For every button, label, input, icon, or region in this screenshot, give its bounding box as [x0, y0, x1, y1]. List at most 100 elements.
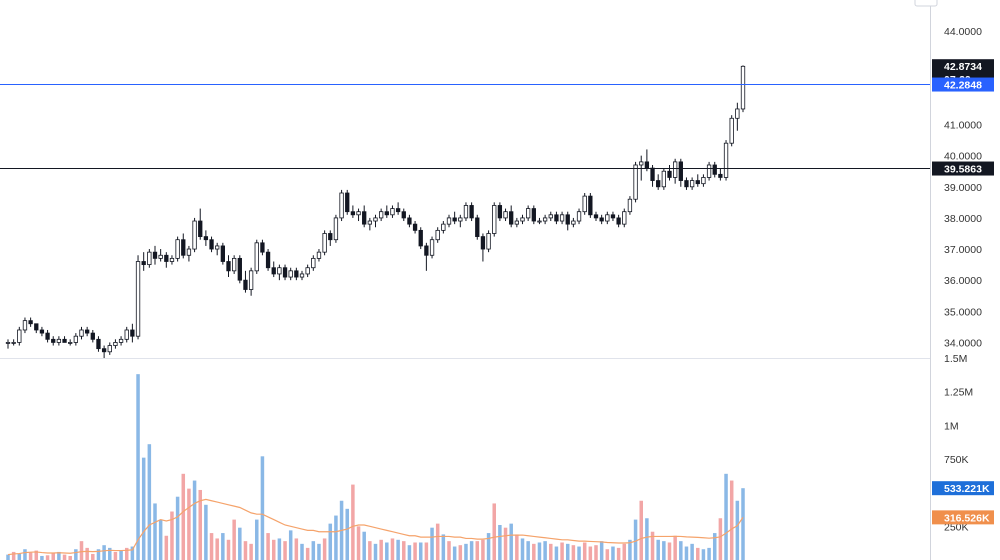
candle [96, 336, 101, 352]
candle [11, 339, 16, 346]
candle-body [644, 161, 650, 169]
candle [446, 214, 452, 228]
candle-body [85, 329, 90, 334]
candle [90, 329, 95, 343]
volume-bar [565, 543, 570, 560]
candle [706, 161, 712, 181]
candle-body [90, 332, 95, 340]
volume-bar [23, 549, 27, 560]
candle-body [107, 345, 112, 353]
candle [390, 205, 395, 218]
volume-bar [413, 542, 417, 560]
candle-body [571, 220, 576, 225]
volume-bar [515, 534, 519, 560]
candle-body [740, 65, 746, 110]
volume-bar [588, 546, 593, 560]
candle [718, 168, 723, 181]
volume-bar [260, 456, 265, 560]
volume-bar [430, 527, 434, 560]
price-tag-text: 316.526K [944, 512, 990, 524]
volume-tick-label: 750K [944, 454, 969, 466]
volume-bar [599, 541, 604, 560]
volume-bar [113, 551, 118, 560]
volume-bar [498, 524, 502, 560]
candle [565, 211, 570, 231]
volume-bar [238, 527, 242, 560]
candle [673, 158, 678, 184]
candle [345, 189, 350, 215]
scale-settings-icon[interactable] [914, 0, 938, 7]
candle-body [260, 242, 265, 253]
candle-body [588, 195, 593, 216]
volume-bar [124, 547, 129, 560]
candle-body [118, 338, 124, 343]
candle [209, 236, 214, 253]
volume-bar [271, 539, 276, 560]
price-tag-text: 533.221K [944, 483, 990, 495]
candle-body [469, 205, 474, 219]
candle [486, 230, 491, 253]
price-tick-label: 40.0000 [944, 151, 982, 163]
volume-bar [435, 523, 440, 560]
candle-body [441, 223, 446, 231]
price-scale[interactable]: 44.0000 41.0000 40.0000 39.0000 38.0000 37.00… [930, 0, 983, 560]
volume-bar [532, 543, 536, 560]
volume-bar [577, 546, 581, 560]
volume-bar [305, 547, 310, 560]
candle [542, 214, 548, 225]
candle [526, 205, 531, 222]
volume-bar [486, 533, 491, 560]
volume-tick-label: 1M [944, 420, 959, 432]
candle [68, 339, 73, 346]
candle [22, 317, 28, 334]
volume-bar [164, 535, 169, 560]
candle-body [735, 108, 740, 119]
candle [480, 233, 486, 262]
volume-bar [526, 541, 530, 560]
candle-body [559, 214, 565, 222]
candle [311, 255, 316, 271]
candle-body [475, 217, 480, 237]
volume-bar [373, 543, 378, 560]
volume-bar [543, 541, 547, 560]
volume-bar [605, 549, 610, 560]
candle [576, 208, 582, 225]
candle [62, 336, 67, 343]
volume-bar [351, 484, 355, 560]
candle [362, 205, 367, 228]
volume-bar [147, 444, 152, 560]
volume-bar [79, 541, 84, 560]
candle-body [435, 229, 440, 241]
candle-body [593, 214, 599, 219]
volume-bar [328, 523, 333, 560]
candle-body [622, 211, 627, 225]
candle-body [186, 248, 192, 256]
volume-bar [622, 543, 627, 560]
volume-value-tag: 316.526K [932, 510, 994, 525]
candle-body [729, 117, 734, 144]
candle-body [673, 161, 678, 178]
candle-body [503, 211, 508, 219]
volume-value-tag: 533.221K [932, 481, 994, 496]
price-tick-label: 35.0000 [944, 306, 982, 318]
volume-bar [537, 542, 542, 560]
candle-body [497, 205, 503, 219]
candle [135, 255, 141, 340]
candle [181, 233, 186, 259]
price-scale-tags: 42.873407:2942.284839.5863533.221K316.52… [932, 59, 994, 525]
candle-body [378, 211, 384, 219]
candle [79, 326, 84, 340]
candle-body [656, 180, 661, 188]
candle [34, 323, 39, 334]
candle [147, 249, 152, 268]
candle-body [362, 211, 367, 225]
volume-bar [51, 553, 55, 560]
candle-body [51, 338, 56, 343]
volume-bar [215, 538, 219, 560]
volume-bar [673, 535, 677, 560]
candle-body [277, 267, 282, 275]
candle [322, 230, 327, 256]
volume-bar [294, 538, 299, 560]
candle-body [288, 270, 293, 278]
